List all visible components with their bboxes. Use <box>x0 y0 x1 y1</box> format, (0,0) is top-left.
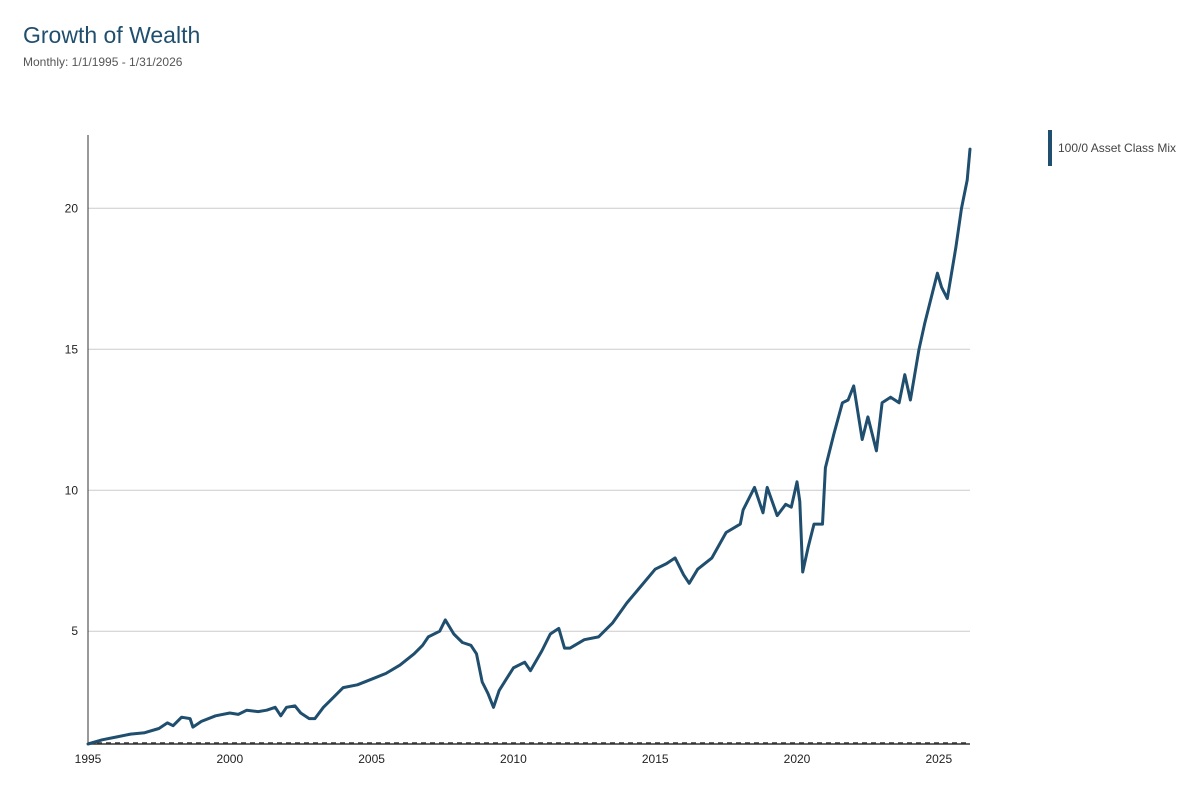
legend: 100/0 Asset Class Mix <box>1048 130 1176 166</box>
x-tick-label: 1995 <box>75 752 102 766</box>
x-tick-label: 2000 <box>216 752 243 766</box>
y-tick-label: 10 <box>65 483 79 497</box>
x-tick-label: 2025 <box>925 752 952 766</box>
chart-subtitle: Monthly: 1/1/1995 - 1/31/2026 <box>23 55 183 69</box>
y-tick-label: 20 <box>65 201 79 215</box>
y-tick-label: 15 <box>65 342 79 356</box>
x-tick-label: 2005 <box>358 752 385 766</box>
legend-label: 100/0 Asset Class Mix <box>1058 141 1177 155</box>
x-tick-label: 2020 <box>784 752 811 766</box>
chart-title: Growth of Wealth <box>23 22 201 48</box>
axis-layer <box>87 135 970 745</box>
series-layer <box>86 147 972 746</box>
tick-layer: 5 10 15 20 1995 2000 2005 2010 2015 2020 2025 <box>65 201 953 766</box>
series-line <box>86 147 972 746</box>
x-tick-label: 2010 <box>500 752 527 766</box>
y-tick-label: 5 <box>71 624 78 638</box>
legend-swatch <box>1048 130 1052 166</box>
x-tick-label: 2015 <box>642 752 669 766</box>
